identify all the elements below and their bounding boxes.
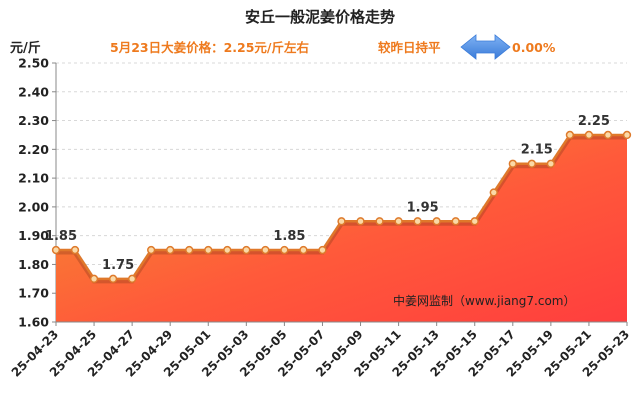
data-label: 1.95 — [407, 200, 439, 215]
data-point — [242, 245, 251, 255]
data-point — [584, 130, 594, 140]
data-point — [470, 217, 479, 226]
data-point — [108, 274, 118, 283]
change-value: 0.00% — [512, 40, 556, 55]
data-point — [127, 274, 137, 283]
data-label: 1.85 — [273, 229, 305, 244]
data-label: 2.15 — [521, 143, 553, 158]
data-label: 1.75 — [102, 258, 134, 273]
data-point — [185, 245, 194, 255]
double-arrow-icon — [460, 34, 511, 60]
data-point — [204, 245, 213, 255]
data-point — [565, 130, 575, 140]
data-point — [89, 274, 99, 283]
data-label: 1.85 — [45, 229, 77, 244]
data-point — [280, 245, 289, 255]
trend-label: 较昨日持平 — [378, 40, 441, 55]
data-point — [375, 217, 384, 226]
data-point — [356, 217, 365, 226]
data-point — [394, 217, 403, 226]
data-point — [451, 217, 460, 226]
data-point — [432, 217, 441, 226]
data-point — [147, 245, 156, 255]
data-point — [508, 159, 517, 168]
y-tick-label: 1.60 — [18, 315, 49, 330]
data-labels: 1.85 1.75 1.85 1.95 2.15 2.25 — [45, 114, 610, 273]
data-point — [70, 245, 80, 255]
data-point — [413, 217, 422, 226]
y-axis: 1.60 1.70 1.80 1.90 2.00 2.10 2.20 2.30 2.40 2.50 — [18, 56, 57, 330]
y-tick-label: 2.30 — [18, 113, 49, 128]
watermark: 中姜网监制（www.jiang7.com） — [393, 293, 575, 308]
y-axis-unit: 元/斤 — [10, 40, 41, 56]
data-point — [527, 159, 536, 168]
data-point — [489, 188, 498, 197]
y-tick-label: 1.70 — [18, 286, 49, 301]
y-tick-label: 2.40 — [18, 84, 49, 99]
data-label: 2.25 — [578, 114, 610, 129]
data-point — [622, 130, 632, 140]
price-area — [56, 134, 627, 322]
data-point — [337, 217, 346, 226]
chart-subtitle: 5月23日大姜价格：2.25元/斤左右 — [110, 40, 309, 55]
y-tick-label: 2.00 — [18, 199, 49, 214]
y-tick-label: 2.50 — [18, 56, 49, 71]
data-point — [603, 130, 613, 140]
data-point — [223, 245, 232, 255]
chart-title: 安丘一般泥姜价格走势 — [245, 8, 395, 26]
x-axis: 25-04-2325-04-2525-04-2725-04-2925-05-01… — [9, 321, 632, 380]
data-point — [299, 245, 308, 255]
data-point — [261, 245, 270, 255]
y-tick-label: 1.90 — [18, 228, 49, 243]
y-tick-label: 2.10 — [18, 171, 49, 186]
data-point — [51, 245, 61, 255]
data-point — [166, 245, 175, 255]
data-point — [546, 159, 556, 168]
y-tick-label: 2.20 — [18, 142, 49, 157]
data-markers — [51, 130, 632, 283]
data-point — [318, 245, 327, 255]
y-tick-label: 1.80 — [18, 257, 49, 272]
